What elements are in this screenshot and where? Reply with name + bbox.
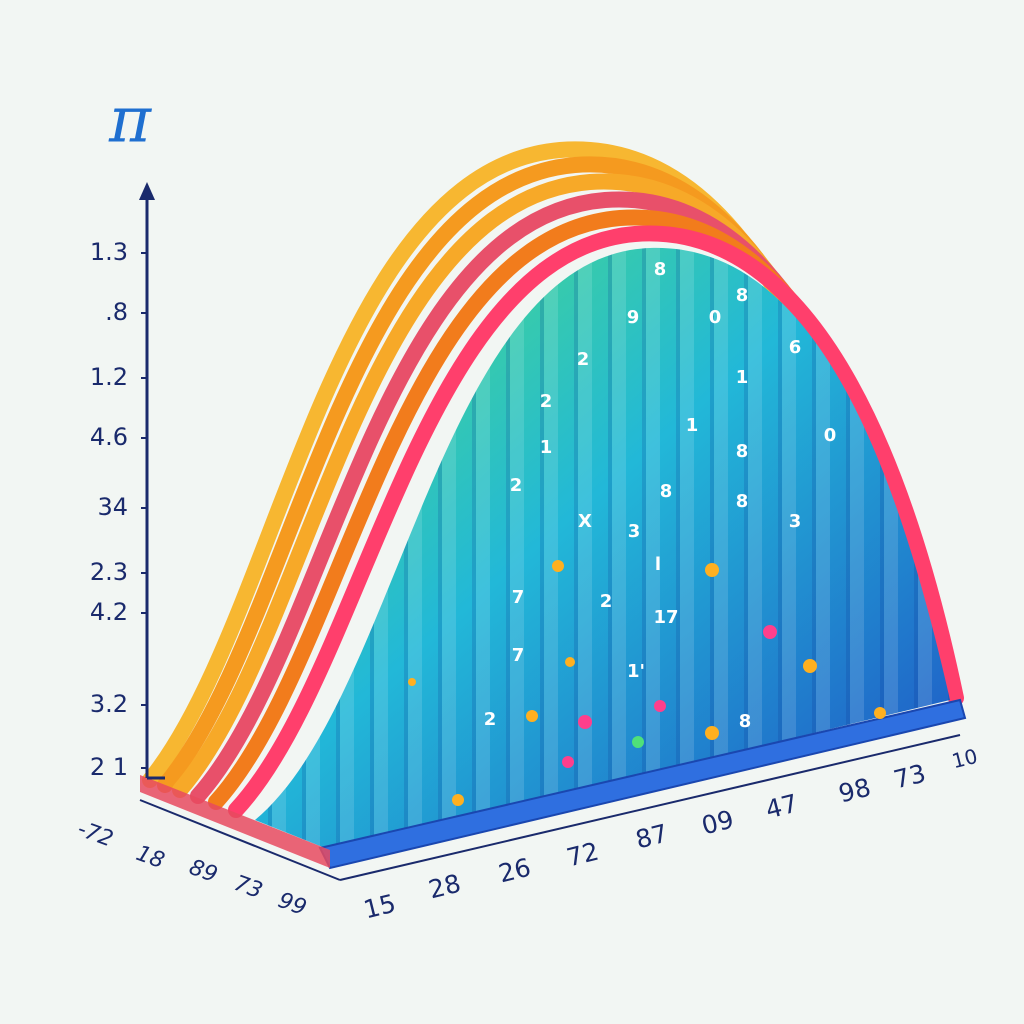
y-label: .8 bbox=[105, 298, 128, 326]
side-slab bbox=[140, 775, 330, 868]
floating-digit: 7 bbox=[512, 587, 525, 608]
floating-digit: 7 bbox=[512, 645, 525, 666]
curve-bands bbox=[142, 141, 964, 818]
y-label: 1.3 bbox=[90, 238, 128, 266]
y-axis-arrow bbox=[139, 182, 155, 200]
floating-digit: 3 bbox=[628, 521, 641, 542]
floating-digit: X bbox=[578, 511, 592, 532]
floating-digit: 8 bbox=[660, 481, 673, 502]
floating-digit: 1 bbox=[686, 415, 699, 436]
floating-digit: 2 bbox=[484, 709, 497, 730]
floating-digit: 1' bbox=[627, 661, 645, 682]
floating-digit: 8 bbox=[736, 441, 749, 462]
y-axis bbox=[145, 195, 165, 780]
y-ticks bbox=[141, 252, 147, 769]
floating-digit: 6 bbox=[789, 337, 802, 358]
floating-digit: 0 bbox=[709, 307, 722, 328]
y-label: 4.2 bbox=[90, 598, 128, 626]
floating-digit: 2 bbox=[540, 391, 553, 412]
x-label: 10 bbox=[949, 744, 980, 773]
y-label: 1.2 bbox=[90, 363, 128, 391]
depth-axis bbox=[139, 799, 341, 881]
floating-digit: 2 bbox=[510, 475, 523, 496]
floating-digit: 0 bbox=[824, 425, 837, 446]
floating-digit: 1 bbox=[540, 437, 553, 458]
floating-digit: 2 bbox=[600, 591, 613, 612]
floating-digit: 2 bbox=[577, 349, 590, 370]
floating-digit: l bbox=[655, 554, 661, 575]
confetti bbox=[408, 560, 886, 806]
floating-digit: 3 bbox=[789, 511, 802, 532]
y-label: 34 bbox=[97, 493, 128, 521]
pi-symbol: π bbox=[108, 84, 152, 158]
floating-digit: 8 bbox=[739, 711, 752, 732]
wall-stripes bbox=[255, 247, 950, 850]
y-label: 3.2 bbox=[90, 690, 128, 718]
y-label: 2 1 bbox=[90, 753, 128, 781]
floating-digit: 17 bbox=[653, 607, 678, 628]
y-label: 4.6 bbox=[90, 423, 128, 451]
y-label: 2.3 bbox=[90, 558, 128, 586]
floating-digit: 8 bbox=[736, 491, 749, 512]
floating-digit: 1 bbox=[736, 367, 749, 388]
front-axis bbox=[339, 734, 961, 881]
floating-digit: 9 bbox=[627, 307, 640, 328]
floating-digit: 8 bbox=[654, 259, 667, 280]
floating-digit: 8 bbox=[736, 285, 749, 306]
